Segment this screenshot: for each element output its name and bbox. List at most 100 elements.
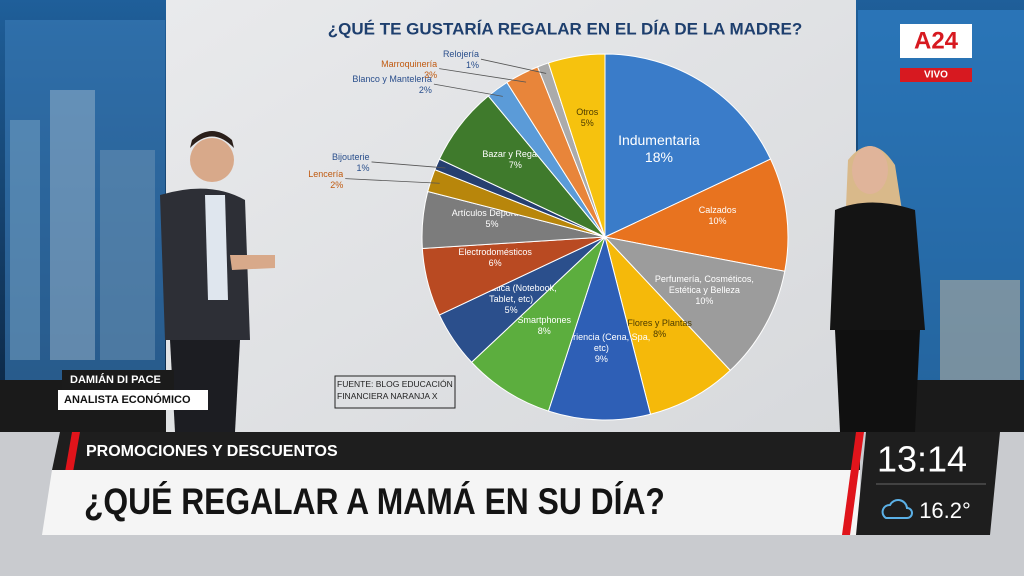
kicker: PROMOCIONES Y DESCUENTOS — [86, 443, 338, 460]
source-wrap: FUENTE: BLOG EDUCACIÓN FINANCIERA NARANJ… — [337, 379, 453, 401]
label-box: Flores y Plantas 8% — [604, 318, 716, 340]
category-label: Experiencia (Cena, Spa, etc) — [552, 332, 651, 354]
label-box: Perfumería, Cosméticos, Estética y Belle… — [648, 274, 760, 307]
category-label: Blanco y Mantelería — [352, 74, 432, 85]
hands — [230, 255, 275, 270]
label-box: Marroquinería 3% — [325, 59, 437, 81]
label-box: Lencería 2% — [231, 169, 343, 191]
category-label: Electrodomésticos — [458, 247, 532, 258]
label-box: Experiencia (Cena, Spa, etc) 9% — [545, 332, 657, 365]
value-label: 2% — [418, 85, 432, 96]
pie-slice — [603, 158, 789, 272]
pie-slice — [603, 236, 786, 372]
head — [190, 138, 234, 182]
presenter-left — [160, 131, 275, 432]
category-label: Indumentaria — [618, 132, 700, 149]
value-label: 1% — [356, 162, 370, 173]
slice-label: Informática (Notebook, Tablet, etc)5% — [466, 283, 557, 315]
label-box: Artículos Deportivos 5% — [436, 208, 548, 230]
jacket — [160, 188, 250, 340]
category-label: Smartphones — [517, 314, 571, 325]
logo-box — [900, 24, 972, 58]
presenter-name: DAMIÁN DI PACE — [70, 373, 161, 386]
leader-line — [433, 83, 503, 97]
building — [100, 150, 155, 360]
value-label: 6% — [488, 258, 502, 269]
temperature: 16.2° — [919, 498, 971, 523]
value-label: 9% — [594, 354, 608, 365]
headline-bar — [42, 470, 860, 535]
chart-title: ¿QUÉ TE GUSTARÍA REGALAR EN EL DÍA DE LA… — [328, 19, 802, 38]
source-box — [334, 375, 456, 409]
category-label: Bijouterie — [332, 151, 370, 162]
presenter-right — [830, 146, 925, 432]
weather-icon — [881, 499, 913, 519]
label-box: Electrodomésticos 6% — [439, 247, 551, 269]
category-label: Otros — [576, 106, 599, 117]
leader-line — [345, 178, 440, 184]
label-box: Otros 5% — [531, 107, 643, 129]
slice-label: Perfumería, Cosméticos, Estética y Belle… — [648, 274, 760, 307]
blouse — [830, 202, 925, 330]
pie-slice — [547, 235, 652, 421]
pie-slice — [547, 53, 606, 238]
label-box: Bijouterie 1% — [258, 152, 370, 174]
category-label: Flores y Plantas — [627, 318, 692, 329]
value-label: 5% — [504, 304, 518, 315]
live-box — [900, 68, 972, 82]
category-label: Calzados — [698, 204, 737, 215]
headline: ¿QUÉ REGALAR A MAMÁ EN SU DÍA? — [84, 479, 665, 522]
shirt — [205, 195, 228, 300]
label-box: Indumentaria 18% — [603, 132, 715, 166]
category-label: Perfumería, Cosméticos, Estética y Belle… — [654, 273, 754, 295]
source-note: FUENTE: BLOG EDUCACIÓN FINANCIERA NARANJ… — [337, 379, 453, 401]
category-label: Relojería — [442, 49, 479, 60]
name-strap — [62, 370, 174, 390]
value-label: 2% — [330, 179, 344, 190]
category-label: Artículos Deportivos — [451, 208, 533, 219]
category-label: Lencería — [308, 168, 344, 179]
value-label: 10% — [708, 215, 727, 226]
building — [50, 90, 95, 360]
value-label: 5% — [580, 117, 594, 128]
hair — [190, 131, 234, 148]
value-label: 8% — [653, 329, 667, 340]
label-box: Bazar y Regalos 7% — [459, 149, 571, 171]
value-label: 8% — [537, 325, 551, 336]
value-label: 18% — [644, 149, 673, 166]
label-box: Calzados 10% — [662, 205, 774, 227]
kicker-bar — [52, 432, 860, 470]
trousers — [170, 340, 240, 432]
leader-line — [371, 161, 446, 169]
category-label: Bazar y Regalos — [482, 149, 549, 160]
building — [10, 120, 40, 360]
leader-line — [439, 68, 527, 83]
head — [852, 146, 888, 194]
channel-logo: A24 — [914, 27, 959, 54]
live-label: VIVO — [924, 70, 948, 81]
slice-label: Experiencia (Cena, Spa, etc)9% — [545, 332, 657, 365]
clock-stripe — [842, 432, 864, 535]
clock: 13:14 — [877, 439, 967, 480]
leader-line — [480, 58, 547, 74]
role-strap — [58, 390, 208, 410]
label-box: Relojería 1% — [367, 49, 479, 71]
trousers — [835, 330, 920, 432]
value-label: 1% — [465, 60, 479, 71]
label-box: Blanco y Mantelería 2% — [320, 74, 432, 96]
value-label: 7% — [508, 160, 522, 171]
pie-slice — [604, 53, 772, 238]
